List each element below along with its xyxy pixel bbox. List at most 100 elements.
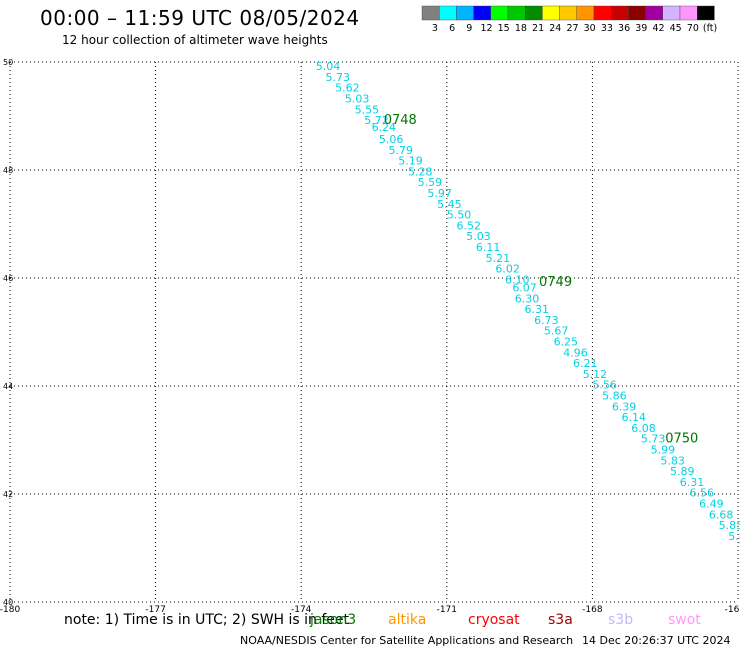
legend-swatch (439, 5, 457, 21)
y-tick-label: 48 (3, 166, 13, 175)
swh-value: 6.02 (495, 263, 520, 276)
legend-swatch (662, 5, 681, 21)
footer-timestamp: 14 Dec 20:26:37 UTC 2024 (582, 634, 731, 647)
swh-value: 5.19 (398, 155, 423, 168)
swh-value: 5.04 (316, 60, 341, 73)
legend-label: 33 (601, 23, 613, 34)
swh-value: 6.39 (612, 400, 637, 413)
legend-swatch (593, 5, 612, 21)
legend-label: 12 (480, 23, 492, 34)
chart-subtitle: 12 hour collection of altimeter wave hei… (62, 33, 328, 47)
y-tick-label: 50 (3, 58, 13, 67)
footer-note: note: 1) Time is in UTC; 2) SWH is in fe… (64, 612, 350, 628)
legend-label: 45 (670, 23, 682, 34)
swh-value: 6.31 (524, 303, 549, 316)
axis-ticks: -180 -177 -174 -171 -168 -16 40 42 44 46 48 50 (0, 58, 740, 615)
pass-time-label: 0749 (539, 275, 572, 290)
satellite-name: altika (388, 612, 427, 628)
pass-time-label: 0750 (665, 432, 698, 447)
swh-value: 5.85 (719, 519, 740, 532)
y-tick-label: 46 (3, 274, 13, 283)
swh-value: 5.62 (335, 82, 360, 95)
legend-swatch (507, 5, 526, 21)
swh-value: 5.03 (345, 93, 370, 106)
legend-label: 15 (498, 23, 510, 34)
legend-label: 6 (449, 23, 455, 34)
swh-value: 5.55 (355, 103, 380, 116)
swh-value: 6.73 (534, 314, 559, 327)
pass-time-label: 0748 (384, 113, 417, 128)
legend-swatch (559, 5, 577, 21)
chart-title: 00:00 – 11:59 UTC 08/05/2024 (40, 6, 360, 30)
x-tick-label: -180 (0, 605, 20, 615)
swh-value: 5.83 (660, 454, 685, 467)
legend-swatch (456, 5, 474, 21)
swh-value: 5.12 (583, 368, 608, 381)
swh-value: 5.56 (592, 379, 617, 392)
swh-value: 5.59 (418, 176, 443, 189)
legend-swatch (645, 5, 663, 21)
satellite-name: jason3 (310, 612, 357, 628)
legend-swatch (697, 5, 715, 21)
legend-swatch (421, 5, 440, 21)
swh-value: 6.31 (680, 476, 705, 489)
swh-value: 5.99 (651, 444, 676, 457)
legend-label: 9 (466, 23, 472, 34)
swh-value: 5.87 (728, 530, 740, 543)
satellite-name: cryosat (468, 612, 520, 628)
swh-labels: 5.045.735.625.035.555.726.245.065.795.19… (316, 60, 740, 554)
swh-value: 5.21 (486, 252, 511, 265)
swh-value: 5.03 (466, 230, 491, 243)
x-tick-label: -174 (291, 605, 312, 615)
legend-swatch (542, 5, 560, 21)
y-tick-label: 44 (3, 382, 13, 391)
y-tick-label: 42 (3, 490, 13, 499)
swh-value: 7.29 (738, 541, 740, 554)
legend-swatch (628, 5, 646, 21)
swh-value: 6.30 (515, 292, 540, 305)
swh-value: 5.45 (437, 198, 462, 211)
legend-label: 3 (432, 23, 438, 34)
swh-value: 5.89 (670, 465, 695, 478)
swh-value: 5.50 (447, 209, 472, 222)
color-legend: 3 6 9 12 15 18 21 24 27 30 33 36 39 42 45 70 (ft) (421, 5, 717, 34)
swh-value: 6.21 (573, 357, 598, 370)
legend-label: 39 (635, 23, 647, 34)
legend-swatch (576, 5, 595, 21)
legend-label: (ft) (703, 23, 717, 34)
legend-label: 21 (532, 23, 544, 34)
swh-value: 6.14 (622, 411, 647, 424)
legend-swatch (490, 5, 509, 21)
swh-value: 6.10 (505, 273, 530, 286)
legend-label: 70 (687, 23, 699, 34)
x-tick-label: -168 (582, 605, 603, 615)
footer-credit: NOAA/NESDIS Center for Satellite Applica… (240, 634, 574, 647)
swh-value: 6.08 (631, 422, 656, 435)
swh-value: 4.96 (563, 346, 588, 359)
legend-label: 42 (652, 23, 664, 34)
legend-label: 36 (618, 23, 630, 34)
swh-value: 5.06 (379, 133, 404, 146)
legend-label: 30 (584, 23, 596, 34)
swh-value: 6.49 (699, 498, 724, 511)
legend-swatch (679, 5, 698, 21)
swh-value: 5.67 (544, 325, 569, 338)
swh-value: 5.73 (325, 71, 350, 84)
pass-labels: 0748074907500 (384, 113, 699, 447)
swh-value: 5.28 (408, 165, 433, 178)
grid (9, 61, 739, 603)
x-tick-label: -171 (437, 605, 457, 615)
swh-value: 6.24 (372, 121, 397, 134)
y-tick-label: 40 (3, 598, 13, 607)
legend-label: 24 (549, 23, 561, 34)
swh-value: 5.79 (389, 144, 414, 157)
swh-value: 5.72 (364, 114, 389, 127)
legend-swatch (473, 5, 492, 21)
swh-value: 6.11 (476, 241, 501, 254)
swh-value: 5.97 (427, 187, 452, 200)
satellite-name: s3a (548, 612, 573, 628)
satellite-name: s3b (608, 612, 634, 628)
swh-value: 6.52 (457, 219, 482, 232)
swh-value: 5.73 (641, 433, 666, 446)
